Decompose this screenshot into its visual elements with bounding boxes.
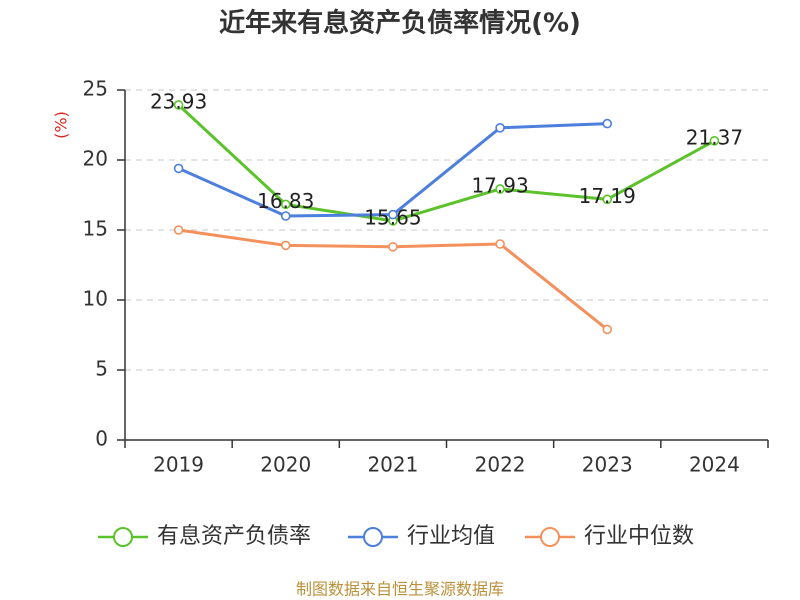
legend-marker-1 [363, 527, 383, 547]
series-2-point-2023 [602, 324, 613, 335]
data-label-2022: 17.93 [471, 173, 528, 197]
x-tick-label-2021: 2021 [367, 453, 418, 477]
y-tick-label-20: 20 [83, 147, 108, 171]
series-line-0 [177, 103, 716, 223]
y-tick-label-15: 15 [83, 217, 108, 241]
series-1-point-2021 [388, 209, 398, 220]
y-tick-label-0: 0 [95, 427, 108, 451]
series-0-point-2023 [602, 194, 613, 205]
data-label-2019: 23.93 [150, 89, 207, 113]
series-group [173, 100, 720, 335]
x-tick-label-2023: 2023 [582, 453, 633, 477]
y-tick-label-25: 25 [83, 77, 108, 101]
legend-label-1: 行业均值 [407, 524, 495, 549]
y-axis-label: (%) [52, 111, 71, 139]
data-label-2024: 21.37 [686, 125, 743, 149]
x-tick-label-2024: 2024 [689, 453, 740, 477]
series-0-point-2024 [709, 136, 720, 146]
chart-title: 近年来有息资产负债率情况(%) [219, 8, 581, 39]
y-tick-label-5: 5 [95, 357, 108, 381]
y-tick-label-10: 10 [83, 287, 108, 311]
gridlines [125, 89, 768, 371]
legend-item-0[interactable]: 有息资产负债率 [98, 524, 311, 549]
series-2-point-2022 [495, 239, 505, 249]
series-1-point-2019 [173, 163, 184, 174]
x-tick-label-2022: 2022 [475, 453, 526, 477]
series-2-point-2019 [173, 225, 184, 235]
data-labels: 23.93 16.83 15.65 17.93 17.19 21.37 [150, 89, 743, 229]
legend-item-1[interactable]: 行业均值 [348, 524, 495, 549]
series-0-point-2020 [280, 199, 291, 210]
data-label-2020: 16.83 [257, 189, 314, 213]
series-1-point-2023 [602, 118, 613, 129]
legend-label-2: 行业中位数 [584, 524, 694, 549]
legend-label-0: 有息资产负债率 [157, 524, 311, 549]
series-0-point-2022 [495, 184, 505, 194]
series-1-point-2020 [280, 211, 291, 221]
series-0-point-2019 [173, 100, 184, 110]
series-2-point-2020 [280, 240, 291, 251]
legend-marker-2 [540, 527, 560, 547]
x-tick-label-2019: 2019 [153, 453, 204, 477]
legend-marker-0 [113, 527, 133, 547]
data-label-2021: 15.65 [364, 205, 421, 229]
axes: 0 5 10 15 20 25 2019 2020 2021 2022 2023 2024 [83, 77, 769, 477]
source-footer: 制图数据来自恒生聚源数据库 [296, 580, 504, 599]
series-2-point-2021 [388, 242, 398, 252]
series-1-point-2022 [495, 123, 505, 133]
series-line-1 [177, 122, 609, 218]
x-tick-label-2020: 2020 [260, 453, 311, 477]
legend-item-2[interactable]: 行业中位数 [525, 524, 694, 549]
data-label-2023: 17.19 [579, 184, 636, 208]
legend[interactable]: 有息资产负债率 行业均值 行业中位数 [98, 524, 694, 549]
